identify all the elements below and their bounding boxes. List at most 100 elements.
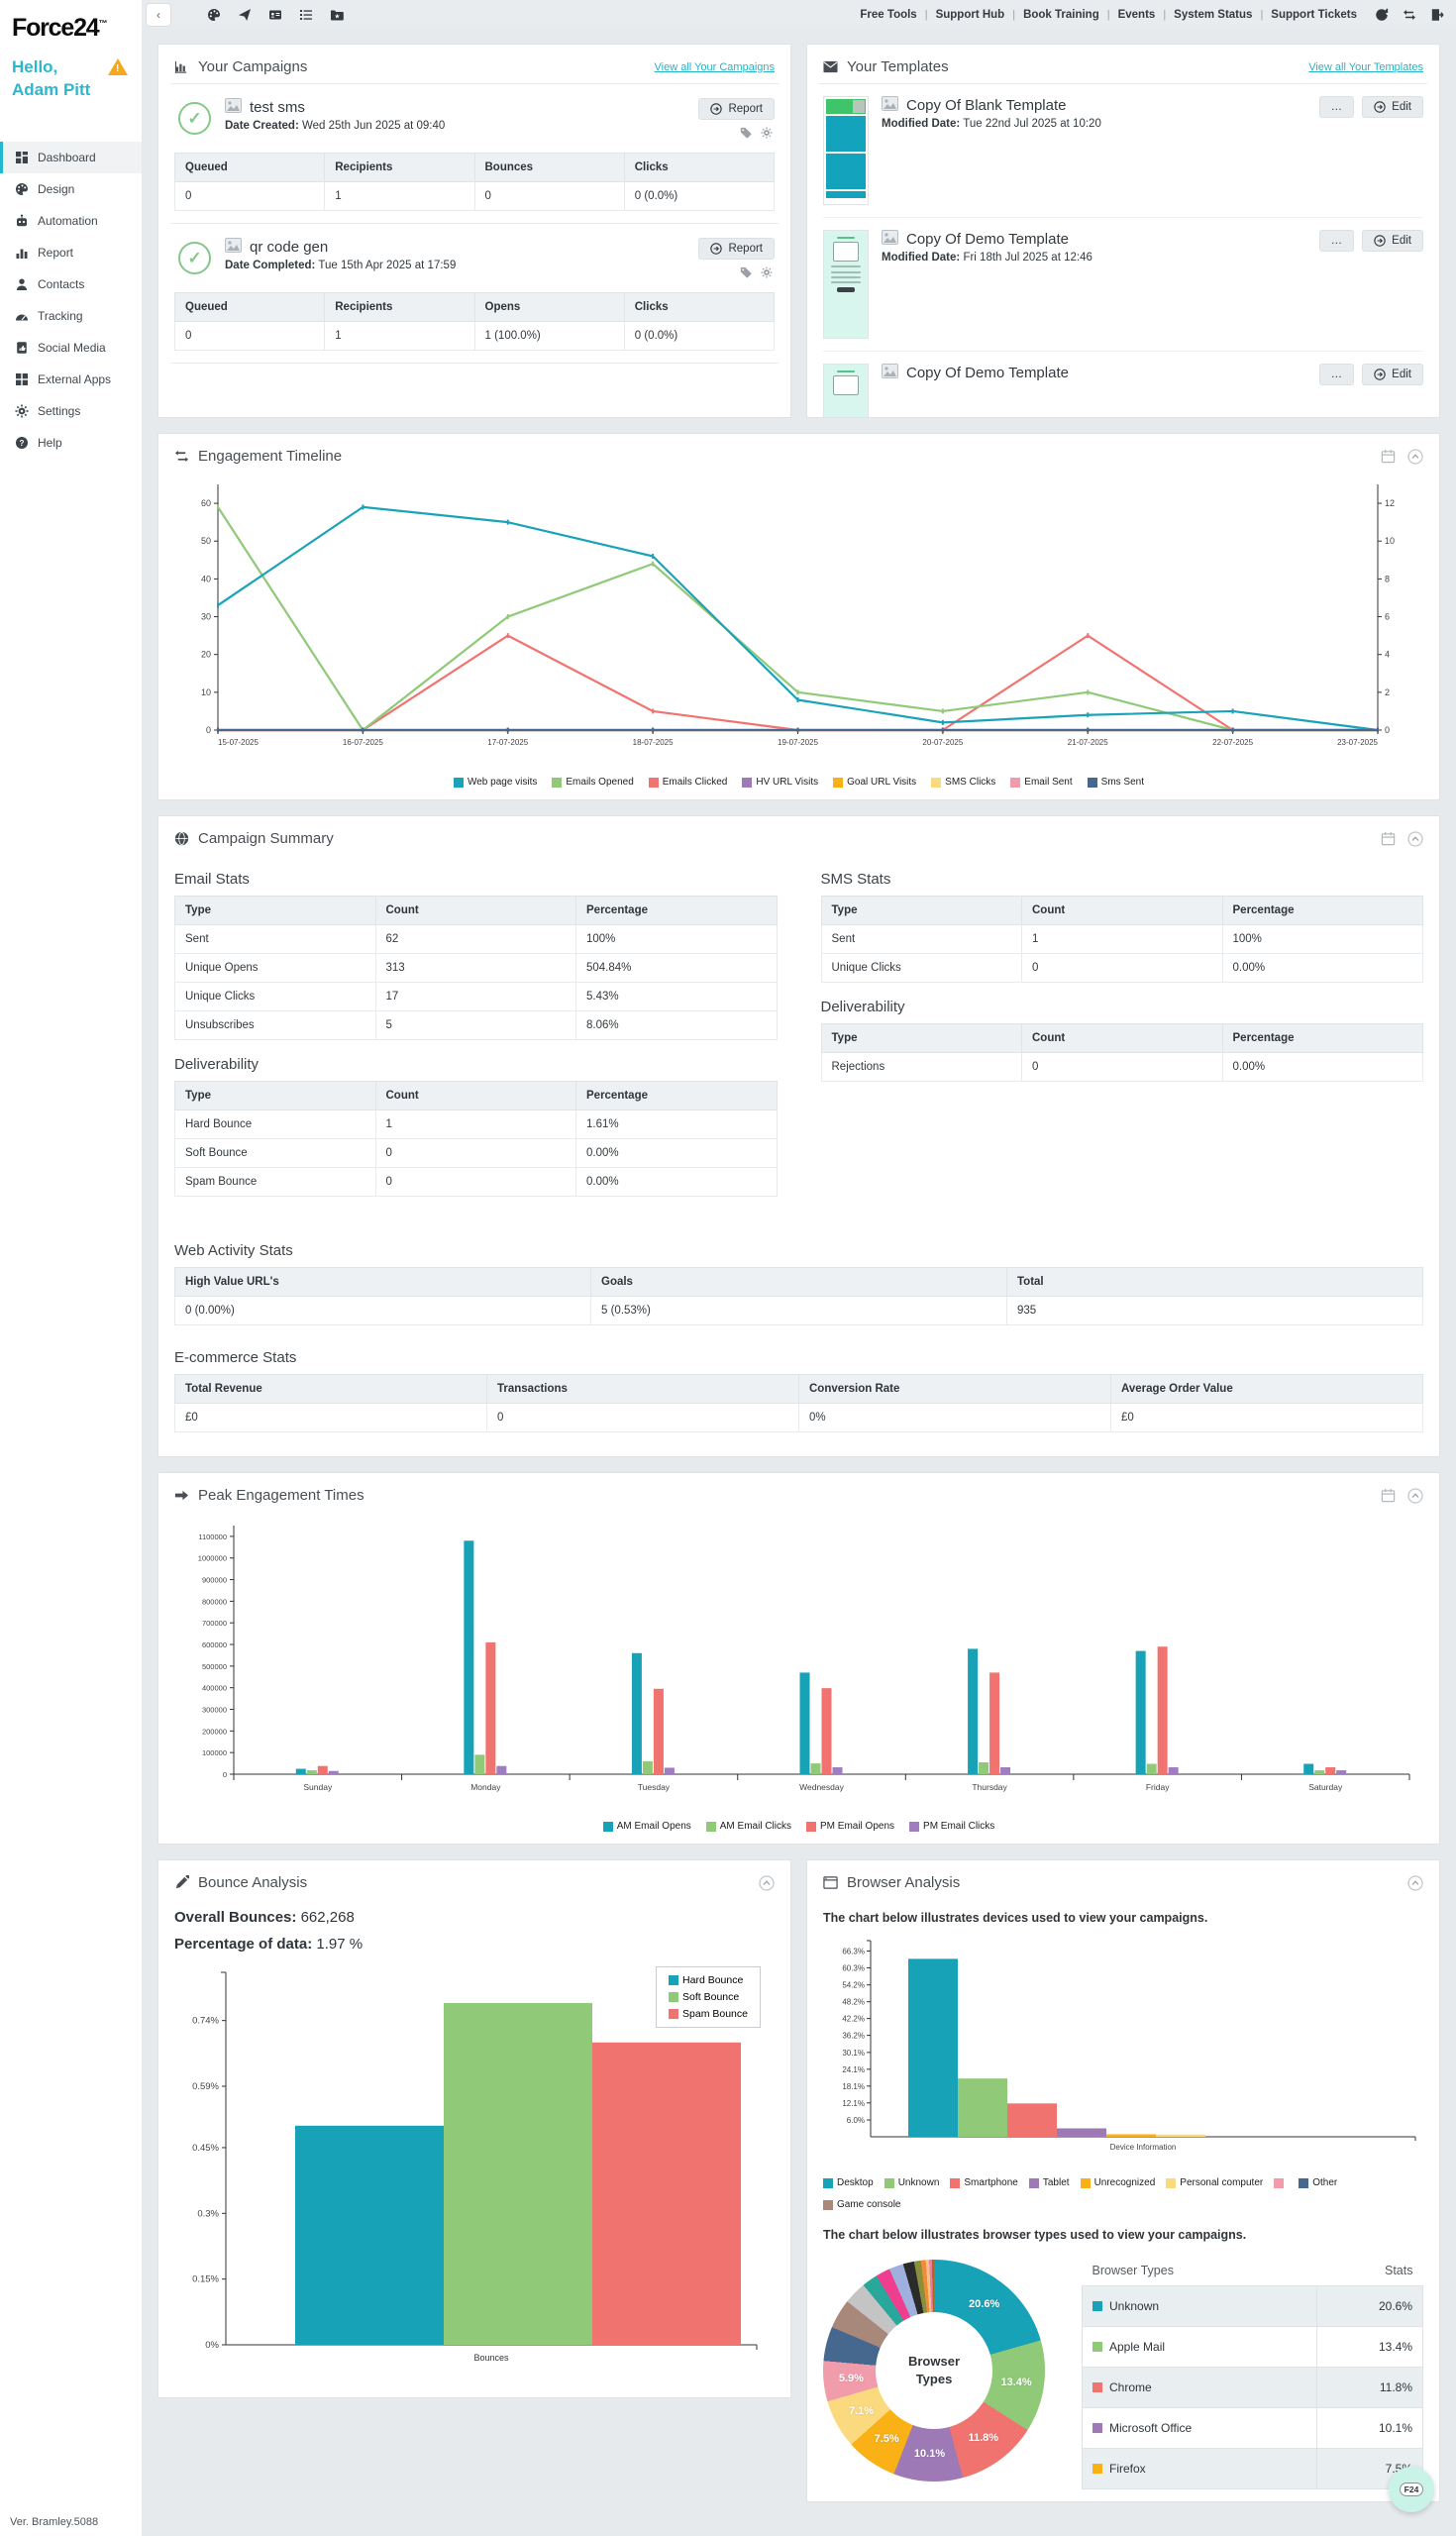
f24-chat-button[interactable]: F24 [1389, 2467, 1434, 2512]
legend-item[interactable]: Web page visits [453, 777, 537, 788]
browser-name: Unknown [1082, 2285, 1317, 2327]
legend-item[interactable]: Other [1299, 2177, 1337, 2188]
calendar-icon[interactable] [1381, 831, 1396, 846]
sidebar-item-design[interactable]: Design [0, 173, 142, 205]
more-button[interactable]: … [1318, 364, 1355, 385]
more-button[interactable]: … [1318, 96, 1355, 118]
tag-icon[interactable] [740, 266, 752, 278]
legend-item[interactable]: Smartphone [950, 2177, 1018, 2188]
folder-star-icon[interactable]: ★ [330, 8, 344, 22]
legend-item[interactable]: Emails Clicked [648, 777, 727, 788]
sidebar-item-dashboard[interactable]: Dashboard [0, 141, 142, 173]
campaigns-panel-head: Your Campaigns View all Your Campaigns [174, 56, 775, 83]
legend-item[interactable]: Desktop [823, 2177, 874, 2188]
sidebar-collapse-button[interactable]: ‹ [146, 2, 171, 27]
report-button[interactable]: Report [698, 238, 775, 260]
report-icon [15, 246, 29, 260]
cell: 0 (0.00%) [174, 1296, 591, 1325]
switch-icon[interactable] [1403, 8, 1416, 22]
donut-chart[interactable]: Browser Types 20.6% 13.4% 11.8% 10.1% 7.5% 7.1… [823, 2260, 1045, 2482]
svg-text:23-07-2025: 23-07-2025 [1337, 738, 1378, 747]
legend-item[interactable]: Emails Opened [552, 777, 634, 788]
template-name[interactable]: Copy Of Demo Template [906, 365, 1069, 381]
edit-button[interactable]: Edit [1362, 96, 1423, 118]
gear-icon[interactable] [761, 266, 773, 278]
table-header-row: Type Count Percentage [174, 896, 778, 925]
legend-item[interactable] [1274, 2177, 1288, 2188]
campaign-name[interactable]: qr code gen [250, 239, 329, 256]
report-button[interactable]: Report [698, 98, 775, 120]
tag-icon[interactable] [740, 127, 752, 139]
svg-text:10: 10 [201, 687, 211, 697]
edit-button[interactable]: Edit [1362, 230, 1423, 252]
dashboard-icon [15, 151, 29, 164]
legend-item[interactable]: Email Sent [1010, 777, 1073, 788]
contact-card-icon[interactable] [268, 8, 282, 22]
collapse-chevron-icon[interactable] [1407, 830, 1423, 847]
logout-icon[interactable] [1430, 8, 1444, 22]
sidebar-item-social-media[interactable]: Social Media [0, 332, 142, 364]
sidebar-item-report[interactable]: Report [0, 237, 142, 268]
collapse-chevron-icon[interactable] [759, 1874, 775, 1891]
view-all-templates-link[interactable]: View all Your Templates [1308, 60, 1423, 73]
template-thumbnail[interactable] [823, 364, 869, 417]
topbar-link-support-hub[interactable]: Support Hub [935, 8, 1005, 21]
calendar-icon[interactable] [1381, 1488, 1396, 1503]
table-row: Unique Clicks 17 5.43% [174, 982, 778, 1011]
template-name[interactable]: Copy Of Blank Template [906, 97, 1067, 114]
template-thumbnail[interactable] [823, 230, 869, 339]
sidebar-item-tracking[interactable]: Tracking [0, 300, 142, 332]
collapse-chevron-icon[interactable] [1407, 1487, 1423, 1504]
topbar-link-events[interactable]: Events [1117, 8, 1156, 21]
gear-icon[interactable] [761, 127, 773, 139]
send-icon[interactable] [238, 8, 252, 22]
legend-item[interactable]: AM Email Opens [602, 1821, 691, 1832]
calendar-icon[interactable] [1381, 449, 1396, 464]
topbar-tool-icons: ★ [207, 8, 344, 22]
campaign-name[interactable]: test sms [250, 99, 305, 116]
window-icon [823, 1875, 838, 1890]
sidebar-item-contacts[interactable]: Contacts [0, 268, 142, 300]
legend-item[interactable]: Unknown [884, 2177, 939, 2188]
refresh-icon[interactable] [1375, 8, 1389, 22]
template-thumbnail[interactable] [823, 96, 869, 205]
legend-item[interactable]: Soft Bounce [669, 1991, 748, 2003]
topbar-link-support-tickets[interactable]: Support Tickets [1271, 8, 1357, 21]
more-button[interactable]: … [1318, 230, 1355, 252]
engagement-timeline-panel: Engagement Timeline 0 10 20 30 40 50 60 0 2 4 6 8 10… [157, 433, 1440, 800]
edit-button[interactable]: Edit [1362, 364, 1423, 385]
legend-item[interactable]: Sms Sent [1087, 777, 1144, 788]
sidebar-item-external-apps[interactable]: External Apps [0, 364, 142, 395]
view-all-campaigns-link[interactable]: View all Your Campaigns [654, 60, 775, 73]
legend-item[interactable]: Goal URL Visits [833, 777, 916, 788]
collapse-chevron-icon[interactable] [1407, 448, 1423, 465]
topbar-link-book-training[interactable]: Book Training [1023, 8, 1099, 21]
legend-item[interactable]: PM Email Clicks [909, 1821, 994, 1832]
cell: Hard Bounce [174, 1110, 376, 1139]
legend-item[interactable]: Hard Bounce [669, 1974, 748, 1986]
list-icon[interactable] [299, 8, 313, 22]
template-name[interactable]: Copy Of Demo Template [906, 231, 1069, 248]
palette-icon[interactable] [207, 8, 221, 22]
greeting: ! Hello, Adam Pitt [0, 47, 142, 112]
cell: 0.00% [575, 1167, 778, 1197]
warning-triangle-icon[interactable]: ! [108, 58, 128, 75]
topbar-link-free-tools[interactable]: Free Tools [860, 8, 917, 21]
legend-item[interactable]: AM Email Clicks [705, 1821, 791, 1832]
sidebar-item-settings[interactable]: Settings [0, 395, 142, 427]
legend-item[interactable]: Spam Bounce [669, 2008, 748, 2020]
campaign-summary-panel: Campaign Summary Email Stats Type Count Pe… [157, 815, 1440, 1457]
legend-item[interactable]: Game console [823, 2199, 900, 2210]
legend-item[interactable]: HV URL Visits [742, 777, 818, 788]
legend-item[interactable]: PM Email Opens [806, 1821, 894, 1832]
collapse-chevron-icon[interactable] [1407, 1874, 1423, 1891]
legend-item[interactable]: Personal computer [1166, 2177, 1263, 2188]
legend-item[interactable]: SMS Clicks [931, 777, 995, 788]
topbar-link-system-status[interactable]: System Status [1174, 8, 1253, 21]
legend-item[interactable]: Tablet [1028, 2177, 1070, 2188]
sidebar-item-automation[interactable]: Automation [0, 205, 142, 237]
campaign-name-row: qr code gen [225, 238, 698, 257]
sidebar-item-help[interactable]: ? Help [0, 427, 142, 459]
donut-slice-label: 7.5% [874, 2433, 899, 2446]
legend-item[interactable]: Unrecognized [1080, 2177, 1155, 2188]
